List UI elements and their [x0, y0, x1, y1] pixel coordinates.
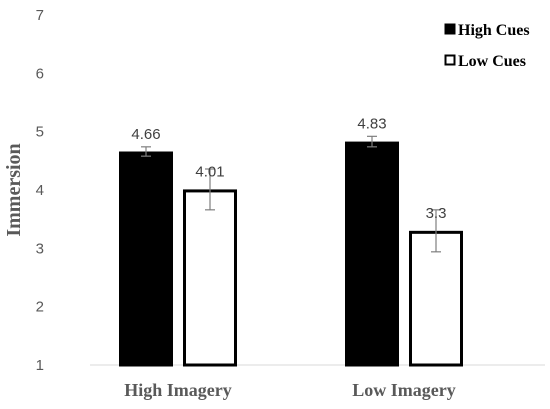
y-tick-label: 4 [36, 182, 44, 199]
y-tick-label: 7 [36, 7, 44, 24]
data-label: 3.3 [426, 205, 447, 222]
legend-swatch [444, 23, 456, 35]
y-tick-label: 6 [36, 65, 44, 82]
y-tick-label: 2 [36, 299, 44, 316]
y-axis-title: Immersion [3, 143, 25, 236]
bar [183, 189, 237, 367]
y-tick-label: 1 [36, 357, 44, 374]
data-label: 4.66 [131, 126, 160, 143]
data-label: 4.01 [195, 163, 224, 180]
data-label: 4.83 [357, 115, 386, 132]
category-labels: High Imagery Low Imagery [124, 380, 455, 400]
category-label: Low Imagery [352, 380, 455, 400]
legend: High Cues Low Cues [444, 22, 530, 70]
category-label: High Imagery [124, 380, 232, 400]
y-tick-label: 5 [36, 124, 44, 141]
legend-swatch [444, 54, 456, 66]
legend-label: Low Cues [458, 53, 526, 70]
bar [119, 151, 173, 367]
bar [345, 141, 399, 367]
y-tick-label: 3 [36, 240, 44, 257]
bars-group: 4.66 4.83 4.01 3.3 [119, 115, 463, 367]
legend-label: High Cues [458, 22, 530, 39]
y-axis-ticks: 1 2 3 4 5 6 7 [36, 7, 44, 374]
